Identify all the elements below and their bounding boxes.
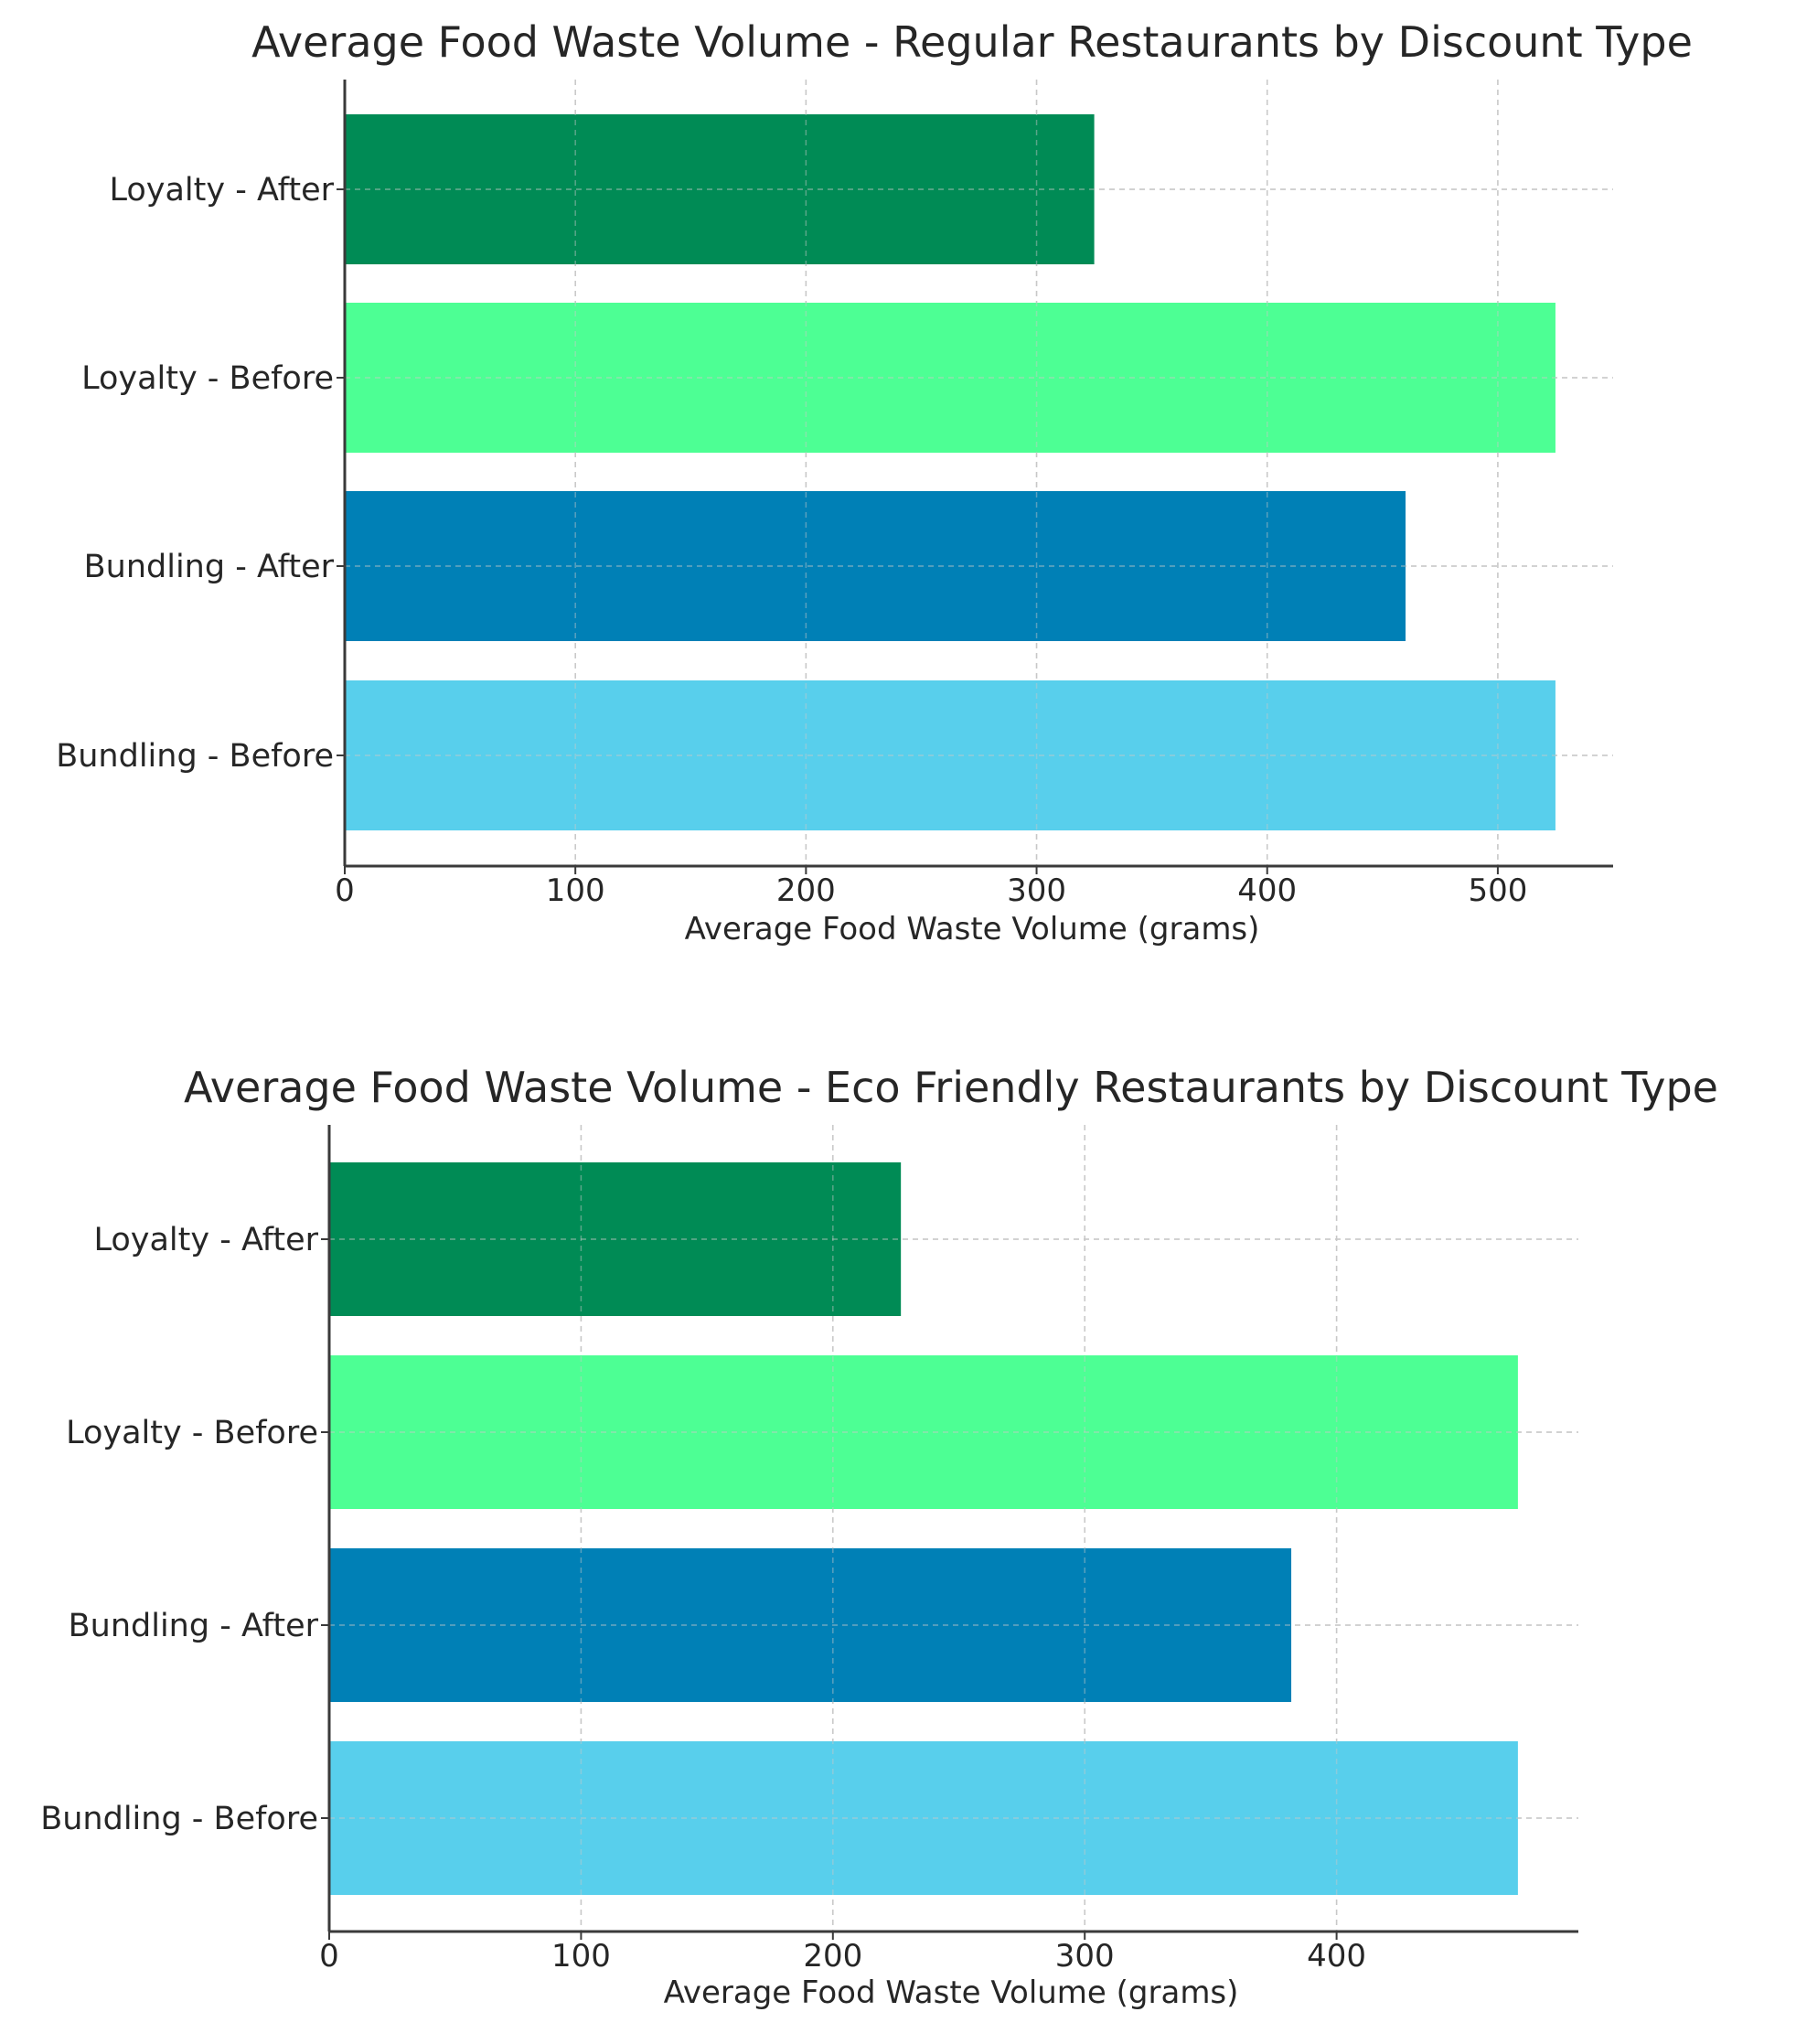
x-tick-label: 400 — [1237, 872, 1297, 909]
x-tick-label: 300 — [1055, 1938, 1115, 1974]
y-tick-label: Loyalty - Before — [66, 1415, 318, 1451]
axes — [321, 1125, 1578, 1940]
x-tick-label: 500 — [1468, 872, 1527, 909]
y-tick-label: Bundling - After — [84, 549, 335, 585]
chart-title: Average Food Waste Volume - Regular Rest… — [251, 17, 1693, 67]
axes — [337, 80, 1613, 874]
y-tick-label: Loyalty - Before — [81, 360, 334, 397]
x-tick-labels: 0 100 200 300 400 — [319, 1938, 1366, 1974]
y-tick-label: Bundling - Before — [56, 738, 334, 775]
x-tick-label: 200 — [776, 872, 836, 909]
y-tick-label: Bundling - After — [69, 1608, 319, 1644]
category-labels: Loyalty - After Loyalty - Before Bundling … — [56, 172, 334, 775]
bar — [329, 1548, 1292, 1702]
x-tick-label: 200 — [803, 1938, 862, 1974]
x-tick-label: 400 — [1307, 1938, 1366, 1974]
bars — [329, 1125, 1578, 1932]
y-tick-label: Loyalty - After — [109, 172, 334, 209]
chart-regular-restaurants: Average Food Waste Volume - Regular Rest… — [56, 17, 1693, 947]
y-tick-label: Loyalty - After — [93, 1222, 318, 1258]
category-labels: Loyalty - After Loyalty - Before Bundling … — [40, 1222, 318, 1837]
bar — [345, 491, 1406, 641]
y-tick-label: Bundling - Before — [40, 1801, 318, 1837]
x-tick-label: 100 — [546, 872, 605, 909]
chart-eco-friendly-restaurants: Average Food Waste Volume - Eco Friendly… — [40, 1063, 1718, 2011]
x-tick-labels: 0 100 200 300 400 500 — [335, 872, 1527, 909]
x-axis-label: Average Food Waste Volume (grams) — [685, 911, 1260, 947]
x-tick-label: 0 — [319, 1938, 339, 1974]
x-tick-label: 0 — [335, 872, 355, 909]
x-axis-label: Average Food Waste Volume (grams) — [664, 1974, 1239, 2011]
x-tick-label: 100 — [551, 1938, 611, 1974]
bars — [345, 80, 1613, 866]
x-tick-label: 300 — [1007, 872, 1066, 909]
chart-title: Average Food Waste Volume - Eco Friendly… — [184, 1063, 1718, 1112]
